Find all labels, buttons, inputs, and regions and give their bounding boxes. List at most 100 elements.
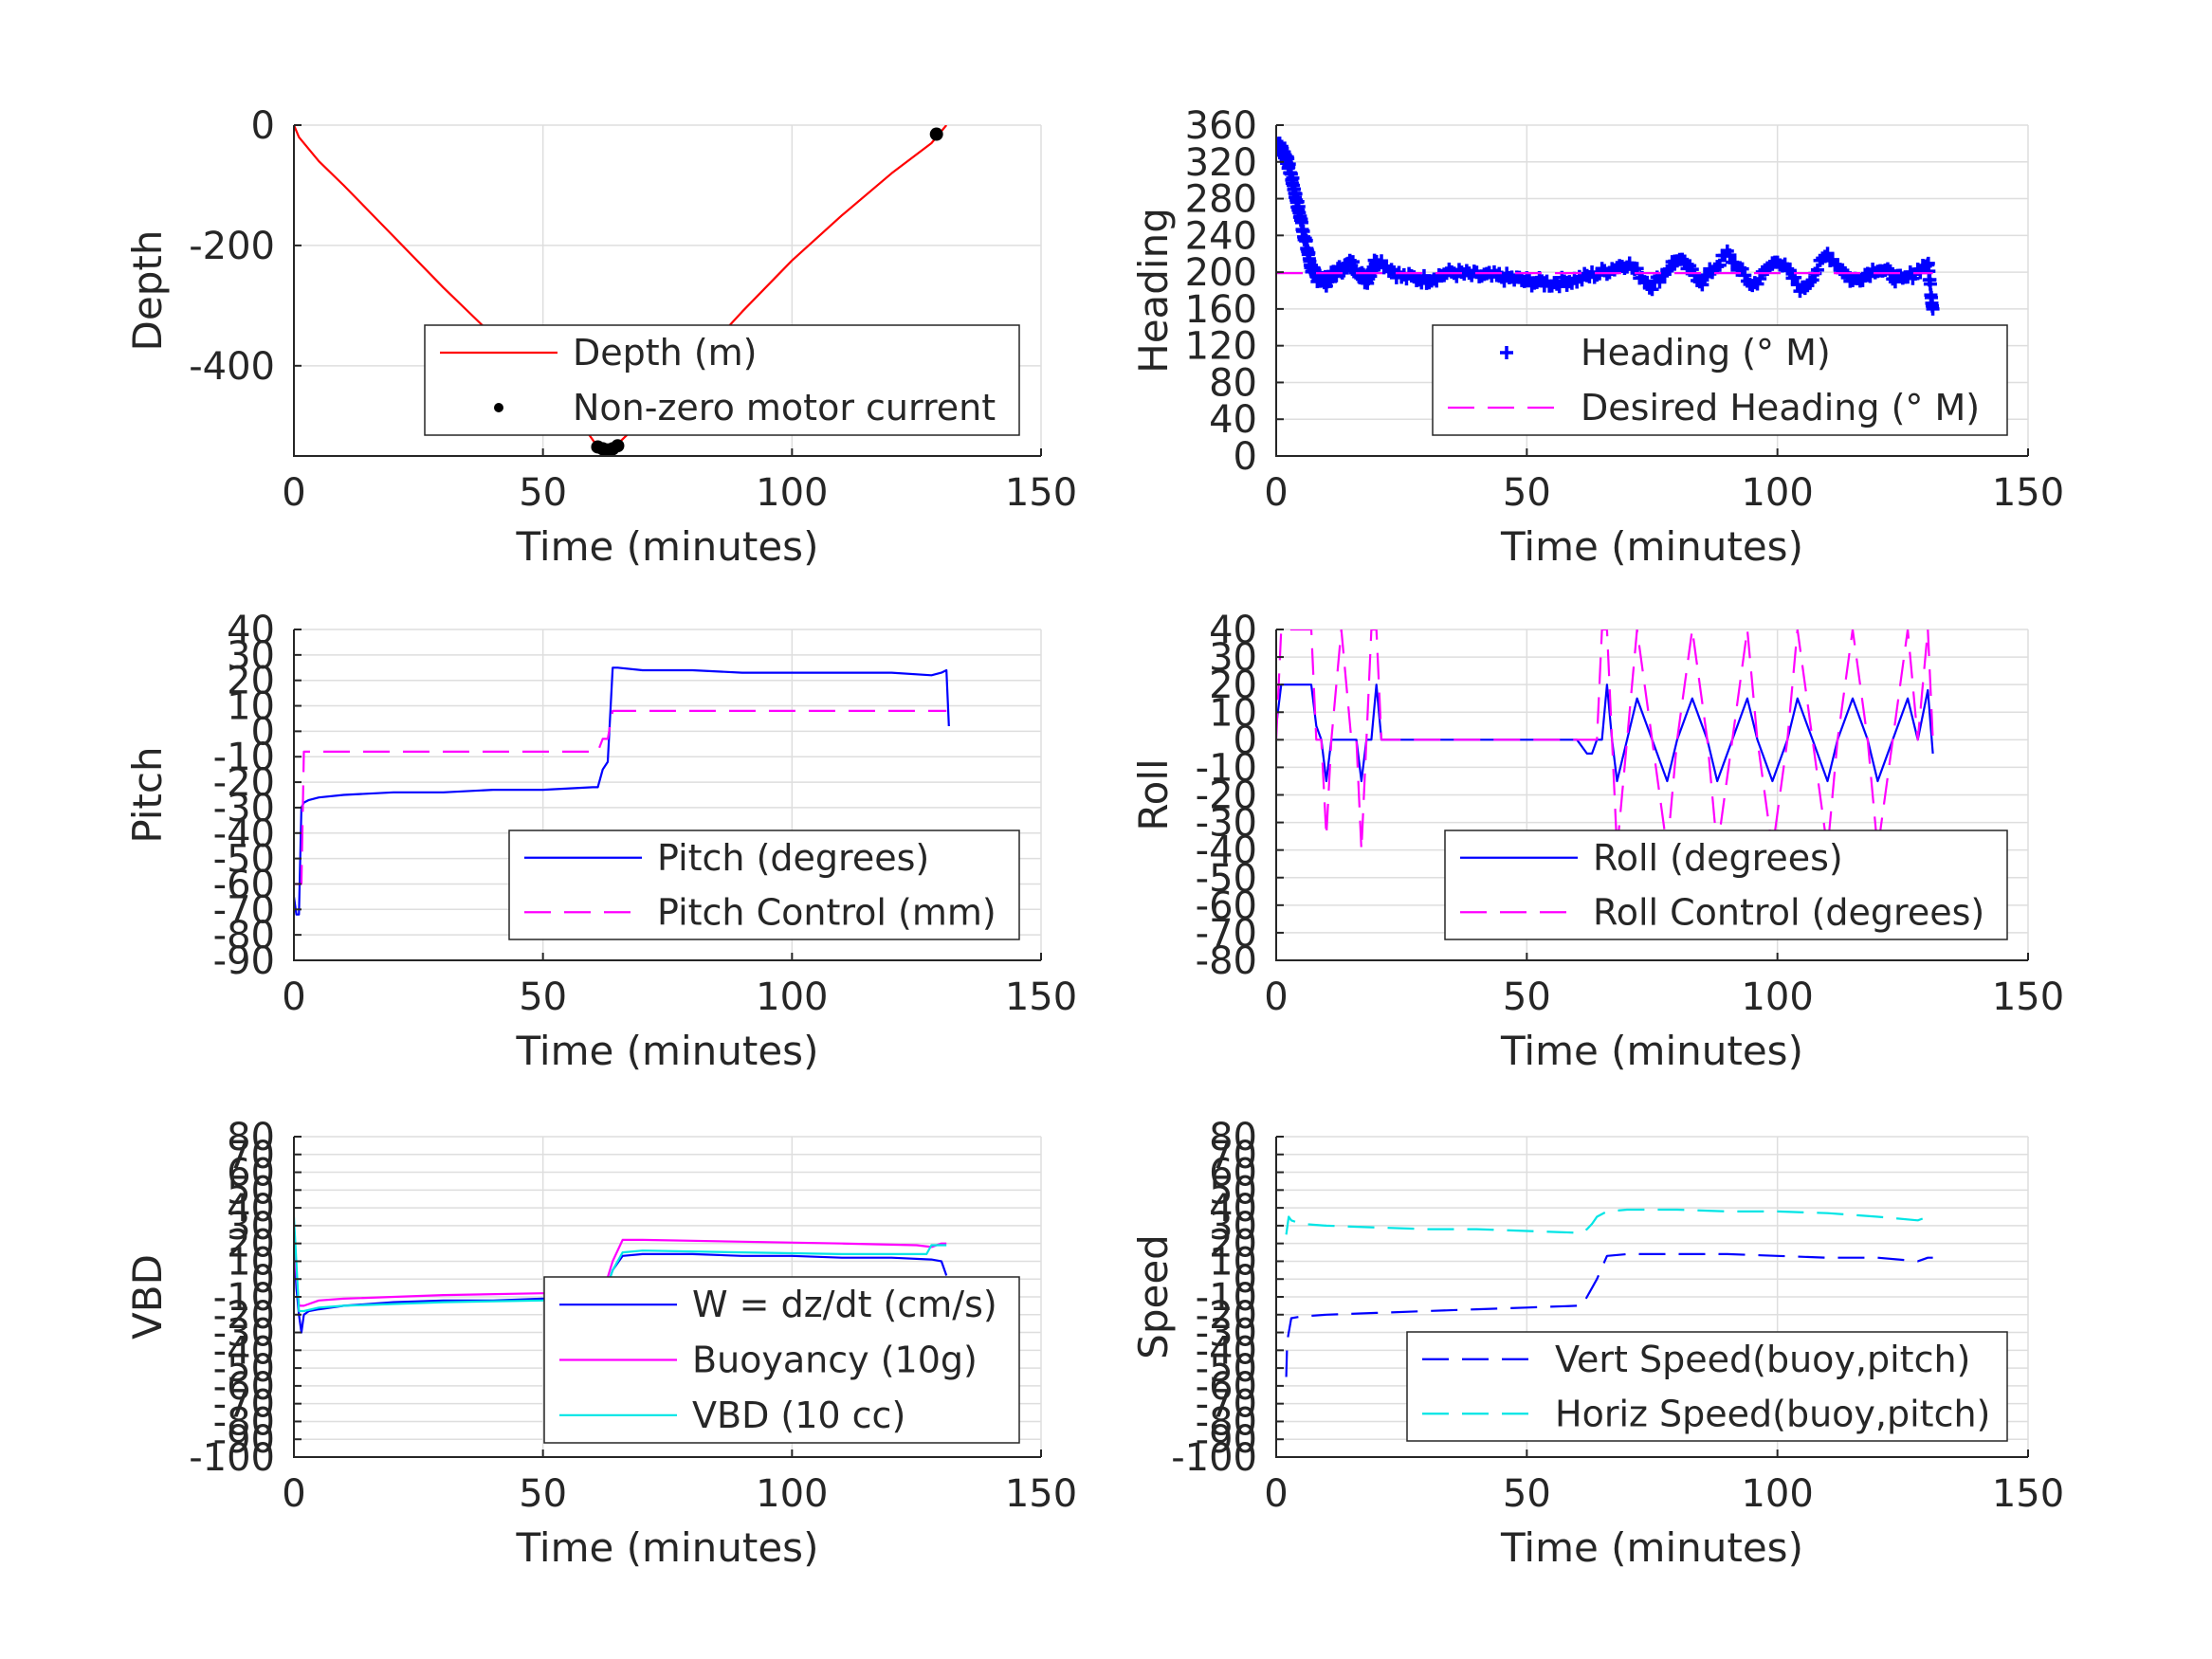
series-heading-m-point [1810, 263, 1824, 277]
y-tick-label: 30 [227, 1205, 275, 1249]
x-tick-label: 150 [1992, 471, 2064, 515]
x-tick-label: 0 [282, 1472, 305, 1516]
x-tick-label: 150 [1005, 471, 1077, 515]
x-tick-label: 50 [1503, 975, 1551, 1019]
legend-w-dz-dt-cm-s-label: W = dz/dt (cm/s) [692, 1284, 997, 1325]
panel-depth: 0 50 100 150 0 -200 -400 Time (minutes) Depth Dep… [124, 104, 1077, 570]
series-heading-m-markers [1276, 137, 1940, 316]
y-tick-label: 10 [1209, 1240, 1257, 1284]
series-heading-m-point [1660, 264, 1674, 278]
y-tick-label: 80 [1209, 1116, 1257, 1159]
y-tick-label: -20 [213, 761, 275, 805]
y-tick-label: 10 [227, 1240, 275, 1284]
x-tick-label: 50 [1503, 471, 1551, 515]
y-tick-label: 10 [1209, 691, 1257, 735]
series-heading-m-point [1782, 264, 1797, 278]
y-tick-label: 80 [1209, 361, 1257, 405]
x-tick-label: 0 [282, 975, 305, 1019]
y-tick-label: -50 [1196, 857, 1257, 901]
y-tick-label: 40 [227, 609, 275, 652]
x-tick-label: 50 [519, 1472, 567, 1516]
legend-vbd-10-cc-label: VBD (10 cc) [692, 1395, 905, 1436]
legend-heading-m-label: Heading (° M) [1581, 332, 1831, 374]
y-tick-label: -400 [189, 345, 275, 389]
x-tick-label: 100 [1741, 1472, 1813, 1516]
panel-pitch: 0 50 100 150-90-80-70-60-50-40-30-20-100102… [124, 609, 1077, 1074]
series-heading-m-point [1723, 248, 1737, 263]
y-tick-label: -90 [213, 939, 275, 983]
y-tick-label: 320 [1185, 141, 1257, 185]
legend-box [508, 830, 1020, 940]
y-tick-label: 70 [227, 1134, 275, 1177]
series-horiz-speed-buoy-pitch-line [1285, 1208, 1933, 1235]
x-tick-label: 100 [1741, 975, 1813, 1019]
y-tick-label: 0 [1234, 435, 1257, 479]
y-tick-label: -40 [1196, 830, 1257, 873]
y-axis-label: Speed [1130, 1234, 1177, 1359]
series-roll-degrees-line [1276, 684, 1934, 783]
legend-box [1406, 1331, 2008, 1442]
y-tick-label: 30 [1209, 636, 1257, 680]
legend-horiz-speed-buoy-pitch-label: Horiz Speed(buoy,pitch) [1555, 1393, 1990, 1434]
series-heading-m-point [1417, 268, 1431, 283]
legend-box [1432, 324, 2008, 436]
y-tick-label: 40 [227, 1187, 275, 1231]
y-tick-label: -40 [213, 1329, 275, 1373]
series-vert-speed-buoy-pitch-line [1285, 1252, 1933, 1377]
y-tick-label: -10 [213, 736, 275, 779]
y-tick-label: 240 [1185, 214, 1257, 258]
y-tick-label: 30 [227, 634, 275, 678]
legend-pitch-degrees-label: Pitch (degrees) [657, 837, 929, 879]
y-tick-label: 60 [1209, 1152, 1257, 1195]
series-heading-m-point [1803, 275, 1818, 289]
x-tick-label: 100 [756, 975, 828, 1019]
x-tick-label: 0 [1264, 975, 1288, 1019]
y-tick-label: 0 [251, 1258, 275, 1302]
x-tick-label: 50 [519, 471, 567, 515]
x-tick-label: 100 [1741, 471, 1813, 515]
panel-vbd: 0 50 100 150-100-90-80-70-60-50-40-30-20-10… [124, 1116, 1077, 1571]
legend-buoyancy-10g-label: Buoyancy (10g) [692, 1340, 978, 1381]
y-tick-label: 30 [1209, 1205, 1257, 1249]
y-axis-label: Heading [1130, 208, 1177, 374]
y-tick-label: -20 [1196, 1294, 1257, 1338]
data-layer [1276, 137, 1940, 316]
y-tick-label: -60 [1196, 884, 1257, 928]
y-tick-label: -30 [1196, 1312, 1257, 1356]
y-tick-label: -10 [213, 1276, 275, 1320]
y-tick-label: 20 [227, 660, 275, 703]
series-non-zero-motor-current-point [611, 439, 625, 453]
data-layer [1276, 629, 1934, 851]
x-tick-label: 100 [756, 471, 828, 515]
legend-vert-speed-buoy-pitch-label: Vert Speed(buoy,pitch) [1555, 1339, 1970, 1380]
y-tick-label: -80 [1196, 1400, 1257, 1444]
y-tick-label: 0 [251, 104, 275, 148]
legend-non-zero-motor-current-label: Non-zero motor current [573, 387, 996, 428]
series-pitch-control-mm-line [294, 709, 947, 885]
series-heading-m-point [1805, 273, 1819, 287]
y-axis-label: Pitch [124, 746, 171, 843]
series-heading-m-point [1645, 283, 1659, 297]
series-roll-control-degrees-line [1276, 629, 1934, 851]
legend: Roll (degrees) Roll Control (degrees) [1444, 830, 2008, 940]
x-axis-label: Time (minutes) [516, 523, 819, 570]
legend-non-zero-motor-current-swatch [494, 403, 503, 412]
y-tick-label: 40 [1209, 398, 1257, 442]
y-axis-label: VBD [124, 1254, 171, 1340]
x-tick-label: 150 [1992, 1472, 2064, 1516]
series-heading-m-point [1753, 271, 1767, 285]
y-tick-label: -40 [1196, 1329, 1257, 1373]
y-tick-label: 40 [1209, 1187, 1257, 1231]
legend-roll-control-degrees-label: Roll Control (degrees) [1593, 891, 1984, 933]
y-tick-label: 20 [227, 1223, 275, 1267]
y-tick-label: -10 [1196, 1276, 1257, 1320]
legend-roll-degrees-label: Roll (degrees) [1593, 837, 1843, 879]
series-heading-m-point [1926, 301, 1940, 316]
x-axis-label: Time (minutes) [516, 1028, 819, 1074]
y-axis-label: Roll [1130, 758, 1177, 830]
legend: W = dz/dt (cm/s) Buoyancy (10g) VBD (10 cc… [543, 1276, 1020, 1444]
series-heading-m-point [1653, 275, 1667, 289]
x-tick-label: 50 [1503, 1472, 1551, 1516]
